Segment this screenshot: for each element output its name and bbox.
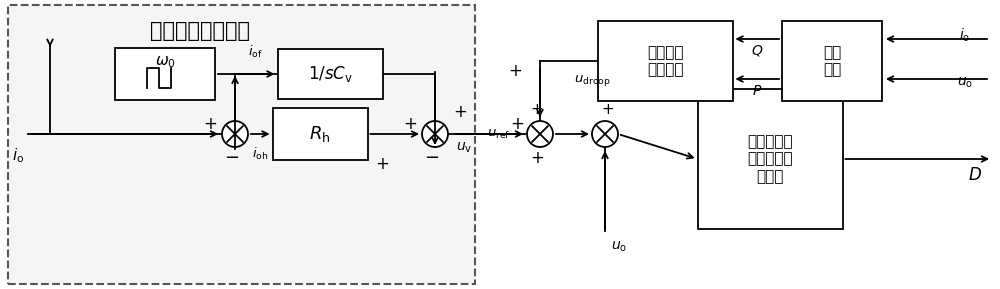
Text: +: + (530, 149, 544, 167)
Text: +: + (403, 115, 417, 133)
Bar (598, 21, 732, 101)
Circle shape (592, 121, 618, 147)
Text: +: + (453, 103, 467, 121)
Bar (8, 5, 475, 284)
Text: $i_{\mathrm{of}}$: $i_{\mathrm{of}}$ (248, 44, 262, 60)
Bar (782, 21, 882, 101)
Text: +: + (203, 115, 217, 133)
Bar (115, 48, 215, 100)
Text: 功率
计算: 功率 计算 (823, 45, 841, 77)
Circle shape (422, 121, 448, 147)
Text: $P$: $P$ (752, 84, 762, 98)
Text: +: + (375, 155, 389, 173)
Text: −: − (424, 149, 440, 167)
Text: 快速鲁棒
下垂控制: 快速鲁棒 下垂控制 (647, 45, 683, 77)
Text: $u_{\mathrm{ref}}$: $u_{\mathrm{ref}}$ (487, 127, 511, 140)
Text: +: + (508, 62, 522, 80)
Text: $i_{\mathrm{oh}}$: $i_{\mathrm{oh}}$ (252, 146, 268, 162)
Text: +: + (531, 101, 543, 116)
Text: $R_{\mathrm{h}}$: $R_{\mathrm{h}}$ (309, 124, 331, 144)
Text: 分频虚拟阻抗策略: 分频虚拟阻抗策略 (150, 21, 250, 41)
Text: $u_{\mathrm{v}}$: $u_{\mathrm{v}}$ (456, 141, 472, 155)
Text: $u_{\mathrm{droop}}$: $u_{\mathrm{droop}}$ (574, 73, 610, 88)
Text: $u_{\mathrm{o}}$: $u_{\mathrm{o}}$ (611, 240, 627, 254)
Text: +: + (602, 101, 614, 116)
Circle shape (527, 121, 553, 147)
Text: $1/sC_{\mathrm{v}}$: $1/sC_{\mathrm{v}}$ (308, 64, 352, 84)
Bar (278, 49, 382, 99)
Text: $\omega_0$: $\omega_0$ (155, 54, 175, 70)
Text: $Q$: $Q$ (751, 44, 763, 58)
Text: −: − (224, 149, 240, 167)
Circle shape (222, 121, 248, 147)
Text: 小谐波阻抗
型的电压电
流控制: 小谐波阻抗 型的电压电 流控制 (747, 134, 793, 184)
Text: $u_{\mathrm{o}}$: $u_{\mathrm{o}}$ (957, 76, 973, 90)
Text: $i_{\mathrm{o}}$: $i_{\mathrm{o}}$ (959, 26, 971, 44)
Text: $i_{\mathrm{o}}$: $i_{\mathrm{o}}$ (12, 147, 24, 165)
Bar (272, 108, 368, 160)
Text: +: + (510, 115, 524, 133)
Bar (698, 89, 842, 229)
Text: $D$: $D$ (968, 166, 982, 184)
